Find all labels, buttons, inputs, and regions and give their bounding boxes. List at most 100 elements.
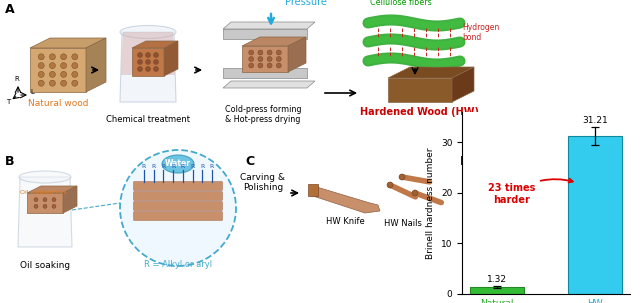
Text: R: R [152, 164, 156, 169]
Circle shape [43, 198, 47, 202]
Circle shape [38, 63, 44, 68]
Circle shape [52, 204, 56, 208]
Circle shape [61, 54, 67, 60]
Text: 23 times
harder: 23 times harder [488, 179, 573, 205]
Circle shape [138, 52, 143, 58]
Text: L: L [30, 89, 34, 95]
Circle shape [276, 50, 282, 55]
Polygon shape [27, 186, 77, 193]
Polygon shape [223, 68, 307, 78]
Circle shape [258, 63, 263, 68]
Text: HW Knife: HW Knife [326, 217, 364, 226]
Circle shape [258, 56, 263, 62]
Text: R: R [142, 164, 146, 169]
Text: Pressure: Pressure [285, 0, 327, 7]
Text: C: C [245, 155, 254, 168]
Bar [568, 136, 622, 294]
Circle shape [49, 80, 56, 86]
Text: R: R [191, 164, 195, 169]
Polygon shape [310, 185, 380, 213]
Text: D: D [460, 155, 470, 168]
Circle shape [138, 59, 143, 65]
Circle shape [34, 198, 38, 202]
Circle shape [249, 63, 253, 68]
Ellipse shape [120, 25, 176, 38]
Ellipse shape [19, 171, 71, 183]
Circle shape [154, 52, 159, 58]
Y-axis label: Brinell hardness number: Brinell hardness number [426, 147, 435, 259]
Circle shape [52, 198, 56, 202]
Text: Hydrogen
bond: Hydrogen bond [462, 23, 499, 42]
Text: R: R [180, 164, 185, 169]
Circle shape [61, 63, 67, 68]
Circle shape [38, 72, 44, 77]
Polygon shape [30, 48, 86, 92]
Circle shape [267, 56, 272, 62]
Polygon shape [164, 41, 178, 76]
Circle shape [43, 204, 47, 208]
Text: A: A [5, 3, 15, 16]
Polygon shape [288, 37, 306, 72]
FancyBboxPatch shape [134, 212, 222, 220]
Circle shape [34, 204, 38, 208]
Circle shape [49, 54, 56, 60]
Circle shape [49, 72, 56, 77]
Polygon shape [388, 78, 452, 102]
Text: R: R [200, 164, 204, 169]
Polygon shape [308, 184, 318, 196]
Polygon shape [30, 38, 106, 48]
Bar [470, 287, 524, 294]
Circle shape [49, 63, 56, 68]
Text: R: R [171, 164, 175, 169]
Polygon shape [121, 32, 175, 75]
Polygon shape [18, 177, 72, 247]
Text: Water: Water [165, 159, 191, 168]
Text: Hardened Wood (HW): Hardened Wood (HW) [360, 107, 479, 117]
Text: Oil treated HW: Oil treated HW [20, 191, 67, 195]
Text: Cellulose fibers: Cellulose fibers [370, 0, 432, 7]
Polygon shape [223, 22, 315, 29]
Circle shape [61, 72, 67, 77]
Polygon shape [242, 46, 288, 72]
Polygon shape [452, 67, 474, 102]
Polygon shape [132, 48, 164, 76]
Circle shape [72, 63, 78, 68]
Text: Natural wood: Natural wood [28, 99, 88, 108]
Text: 31.21: 31.21 [582, 116, 608, 125]
Circle shape [258, 50, 263, 55]
Circle shape [145, 52, 150, 58]
Circle shape [154, 59, 159, 65]
Circle shape [72, 54, 78, 60]
Polygon shape [223, 29, 307, 39]
Circle shape [249, 50, 253, 55]
Text: Cold-press forming
& Hot-press drying: Cold-press forming & Hot-press drying [225, 105, 301, 125]
Text: R: R [161, 164, 166, 169]
Circle shape [399, 174, 405, 180]
Circle shape [154, 66, 159, 72]
FancyBboxPatch shape [134, 182, 222, 190]
Text: Carving &
Polishing: Carving & Polishing [241, 173, 285, 192]
Circle shape [267, 50, 272, 55]
Ellipse shape [162, 155, 194, 173]
Text: HW Nails: HW Nails [384, 219, 422, 228]
Circle shape [38, 54, 44, 60]
Polygon shape [223, 81, 315, 88]
Circle shape [276, 56, 282, 62]
Text: B: B [5, 155, 15, 168]
Text: 1.32: 1.32 [487, 275, 507, 285]
Polygon shape [388, 67, 474, 78]
Circle shape [145, 66, 150, 72]
Polygon shape [242, 37, 306, 46]
Text: Oil soaking: Oil soaking [20, 261, 70, 270]
Polygon shape [63, 186, 77, 213]
FancyBboxPatch shape [134, 192, 222, 200]
FancyBboxPatch shape [134, 202, 222, 210]
Circle shape [267, 63, 272, 68]
Ellipse shape [120, 150, 236, 266]
Polygon shape [86, 38, 106, 92]
Circle shape [145, 59, 150, 65]
Circle shape [38, 80, 44, 86]
Text: Chemical treatment: Chemical treatment [106, 115, 190, 124]
Text: R: R [210, 164, 214, 169]
Text: T: T [6, 99, 10, 105]
